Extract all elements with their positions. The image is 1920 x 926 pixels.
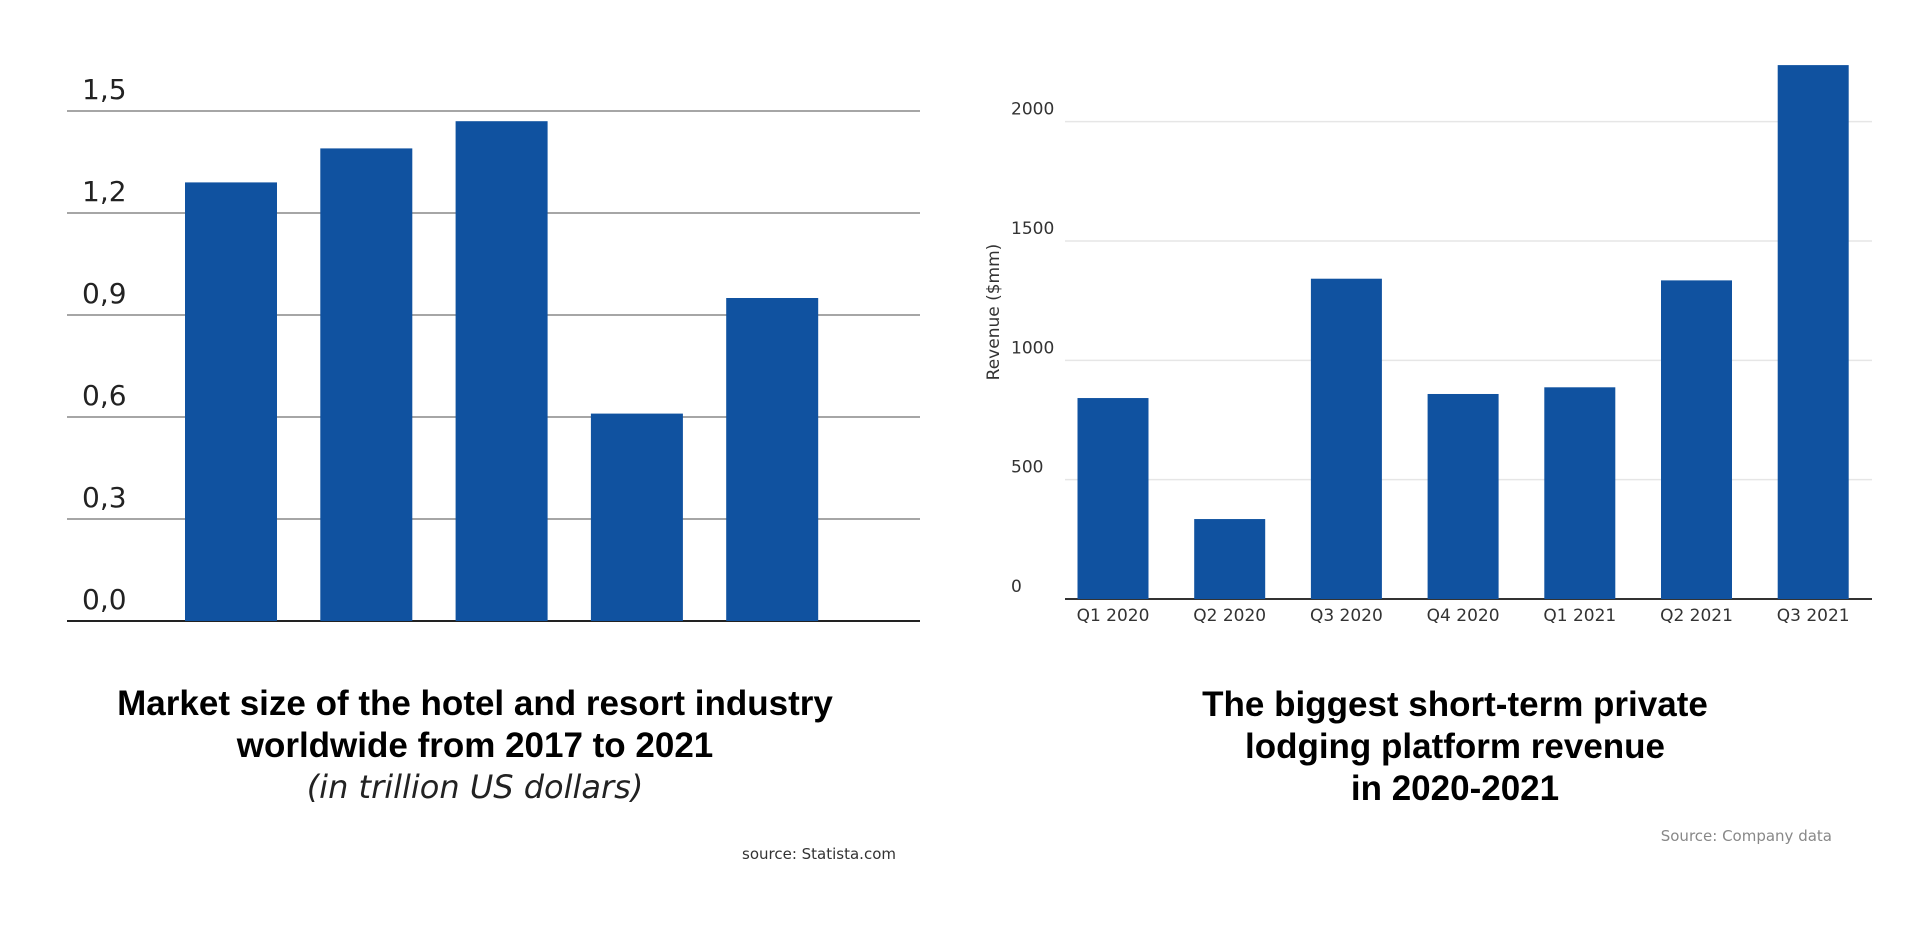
y-tick-label: 1000 [1011, 338, 1054, 358]
y-tick-label: 0,3 [82, 481, 127, 514]
chart-subtitle: (in trillion US dollars) [306, 768, 644, 806]
bar [185, 182, 277, 621]
x-tick-label: Q2 2020 [1193, 606, 1266, 626]
bar [1777, 65, 1849, 600]
x-tick-label: Q2 2021 [1660, 606, 1733, 626]
chart-title: The biggest short-term private lodging p… [1202, 685, 1708, 808]
x-tick-label: Q4 2020 [1427, 606, 1500, 626]
bar [1077, 398, 1149, 599]
x-tick-label: Q1 2021 [1543, 606, 1616, 626]
y-tick-label: 2000 [1011, 100, 1054, 120]
y-tick-label: 0,6 [82, 379, 127, 412]
y-tick-label: 0,9 [82, 277, 127, 310]
y-tick-label: 1,2 [82, 175, 127, 208]
bar [320, 148, 413, 621]
bar [455, 121, 548, 621]
bar [590, 413, 683, 621]
chart-source: Source: Company data [1660, 827, 1832, 845]
y-tick-label: 500 [1011, 458, 1043, 478]
bar [1194, 519, 1266, 599]
chart-title: Market size of the hotel and resort indu… [117, 684, 833, 765]
y-tick-label: 0,0 [82, 583, 127, 616]
y-axis-label: Revenue ($mm) [984, 244, 1004, 381]
y-tick-label: 1,5 [82, 73, 127, 106]
x-tick-label: Q1 2020 [1077, 606, 1150, 626]
y-tick-label: 0 [1011, 577, 1022, 597]
chart-source: source: Statista.com [742, 845, 896, 863]
y-tick-label: 1500 [1011, 219, 1054, 239]
bar [1310, 278, 1382, 599]
bar [1544, 387, 1616, 599]
bar [726, 298, 819, 621]
bar [1427, 393, 1499, 599]
bar [1661, 280, 1732, 599]
x-tick-label: Q3 2021 [1777, 606, 1850, 626]
x-tick-label: Q3 2020 [1310, 606, 1383, 626]
